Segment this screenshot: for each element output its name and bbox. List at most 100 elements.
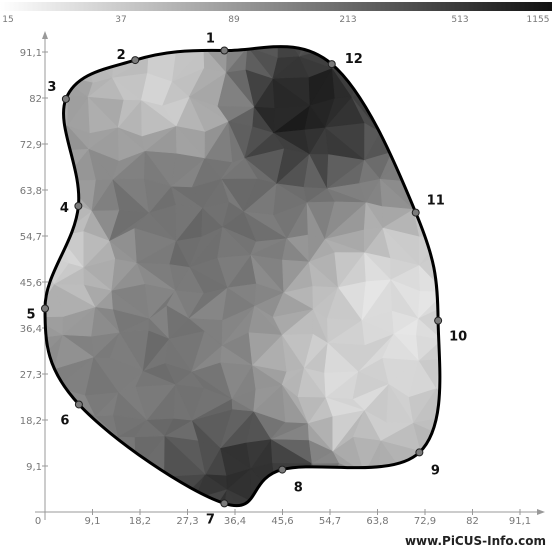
mesh-triangle: [464, 392, 504, 418]
measuring-point-marker: [278, 465, 287, 474]
mesh-triangle: [502, 203, 526, 231]
mesh-triangle: [435, 358, 440, 389]
mesh-triangle: [489, 51, 523, 84]
mesh-triangle: [302, 494, 331, 506]
mesh-triangle: [389, 81, 422, 110]
y-tick-label: 36,4: [20, 324, 42, 335]
scale-label: 89: [228, 15, 240, 25]
mesh-triangle: [476, 75, 489, 102]
measuring-point-label: 11: [427, 194, 445, 209]
mesh-triangle: [500, 419, 527, 444]
y-tick-label: 54,7: [20, 232, 42, 243]
scale-label: 1155: [527, 15, 550, 25]
mesh-triangle: [496, 203, 527, 231]
measuring-point-label: 5: [26, 308, 35, 323]
mesh-triangle: [445, 279, 476, 312]
mesh-triangle: [475, 311, 502, 342]
mesh-triangle: [54, 47, 82, 75]
mesh-triangle: [461, 102, 494, 130]
y-axis-arrow: [42, 31, 48, 39]
mesh-triangle: [500, 392, 527, 425]
mesh-triangle: [447, 75, 477, 102]
mesh-triangle: [475, 337, 502, 359]
mesh-triangle: [414, 131, 439, 163]
x-tick-label: 54,7: [319, 516, 341, 527]
mesh-triangle: [472, 151, 497, 185]
measuring-point-marker: [41, 304, 49, 313]
mesh-triangle: [476, 293, 503, 311]
mesh-triangle: [435, 387, 440, 418]
mesh-triangle: [65, 463, 94, 500]
mesh-triangle: [61, 46, 96, 48]
mesh-triangle: [437, 130, 440, 156]
mesh-triangle: [443, 438, 472, 474]
mesh-triangle: [471, 44, 490, 77]
x-tick-label: 36,4: [224, 516, 246, 527]
mesh-triangle: [476, 360, 504, 392]
measuring-point-marker: [220, 46, 229, 55]
scale-label: 37: [115, 15, 126, 25]
y-tick-label: 91,1: [20, 48, 42, 59]
watermark-text: www.PiCUS-Info.com: [405, 534, 546, 548]
mesh-triangle: [464, 209, 501, 231]
mesh-triangle: [476, 342, 502, 363]
mesh-triangle: [497, 293, 526, 308]
measuring-point-marker: [74, 202, 83, 211]
y-tick-label: 63,8: [20, 186, 42, 197]
mesh-triangle: [393, 477, 421, 497]
mesh-triangle: [389, 52, 411, 83]
mesh-triangle: [444, 470, 473, 496]
mesh-triangle: [379, 108, 423, 132]
mesh-triangle: [504, 386, 527, 424]
mesh-triangle: [500, 440, 529, 474]
mesh-triangle: [472, 445, 500, 474]
mesh-triangle: [447, 44, 477, 79]
mesh-triangle: [471, 230, 502, 261]
mesh-triangle: [503, 266, 522, 293]
mesh-triangle: [388, 80, 422, 110]
mesh-triangle: [93, 463, 118, 496]
mesh-triangle: [164, 46, 205, 48]
y-tick-label: 18,2: [20, 416, 42, 427]
mesh-triangle: [441, 227, 471, 261]
mesh-triangle: [489, 76, 528, 102]
mesh-triangle: [434, 154, 440, 176]
mesh-triangle: [462, 279, 503, 312]
mesh-triangle: [435, 77, 440, 110]
measuring-point-marker: [411, 208, 420, 217]
mesh-triangle: [471, 261, 503, 293]
mesh-triangle: [464, 360, 504, 392]
mesh-triangle: [361, 472, 395, 501]
mesh-triangle: [435, 102, 440, 133]
mesh-triangle: [469, 470, 503, 498]
mesh-triangle: [44, 149, 67, 181]
mesh-triangle: [498, 342, 520, 366]
measuring-point-marker: [434, 316, 443, 325]
mesh-triangle: [471, 17, 496, 53]
mesh-triangle: [80, 436, 119, 465]
mesh-triangle: [247, 46, 279, 47]
mesh-triangle: [503, 474, 529, 500]
mesh-triangle: [437, 102, 440, 132]
stem-outline: [43, 45, 442, 507]
mesh-triangle: [469, 209, 502, 231]
measuring-point-label: 2: [117, 48, 126, 63]
mesh-triangle: [492, 99, 528, 127]
mesh-triangle: [44, 418, 58, 445]
mesh-triangle: [438, 290, 440, 312]
mesh-triangle: [433, 235, 440, 262]
mesh-triangle: [445, 261, 471, 292]
mesh-triangle: [353, 46, 392, 55]
axes: 0 9,1 18,2 27,3 36,4 45,6 54,7 63,8 72,9 82 91,19,…: [20, 31, 545, 527]
mesh-triangle: [363, 472, 395, 497]
mesh-triangle: [171, 46, 205, 83]
mesh-triangle: [44, 471, 67, 496]
mesh-triangle: [415, 129, 440, 148]
mesh-triangle: [489, 151, 525, 185]
mesh-triangle: [277, 46, 300, 58]
mesh-triangle: [406, 477, 440, 496]
mesh-triangle: [384, 46, 411, 83]
mesh-triangle: [408, 53, 440, 82]
mesh-triangle: [146, 46, 167, 58]
mesh-triangle: [435, 358, 440, 392]
